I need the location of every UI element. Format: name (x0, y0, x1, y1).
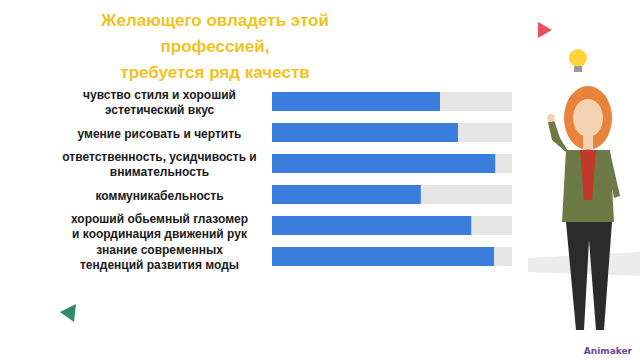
svg-text:коммуникабельность: коммуникабельность (95, 189, 223, 203)
svg-text:знание современныхтенденций ра: знание современныхтенденций развития мод… (80, 243, 239, 272)
html-text:Желающего овладеть этой профес: Желающего овладеть этой профессией, треб… (101, 11, 329, 82)
svg-text:умение рисовать и чертить: умение рисовать и чертить (78, 127, 242, 141)
html-text:Animaker: Animaker (583, 346, 632, 356)
svg-text:хороший обьемный глазомери коо: хороший обьемный глазомери координация д… (71, 212, 248, 241)
svg-text:ответственность, усидчивость и: ответственность, усидчивость ивнимательн… (62, 150, 256, 179)
svg-text:чувство стиля и хорошийэстетич: чувство стиля и хорошийэстетический вкус (83, 88, 236, 117)
